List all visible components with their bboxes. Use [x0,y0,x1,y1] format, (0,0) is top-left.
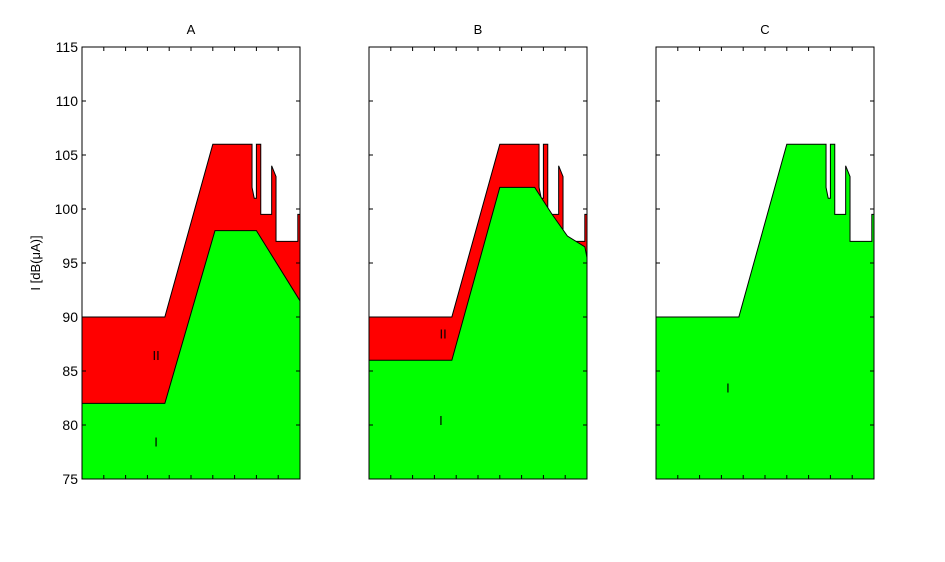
y-tick-label: 95 [62,255,78,271]
region-label: I [154,435,158,450]
y-tick-label: 100 [55,201,79,217]
region-label: I [726,381,730,396]
panel-title: A [187,22,196,37]
y-tick-label: 105 [55,147,79,163]
region-label: II [440,327,447,342]
y-tick-label: 75 [62,471,78,487]
panel-title: B [474,22,483,37]
y-tick-label: 90 [62,309,78,325]
panel-C: CI [655,22,875,480]
region-I-area [655,143,875,480]
y-axis-label: I [dB(μA)] [28,235,43,290]
y-tick-label: 110 [56,93,79,109]
region-label: II [153,348,160,363]
y-tick-label: 115 [56,39,79,55]
y-tick-label: 80 [62,417,78,433]
panel-title: C [760,22,769,37]
y-tick-label: 85 [62,363,78,379]
region-label: I [439,413,443,428]
